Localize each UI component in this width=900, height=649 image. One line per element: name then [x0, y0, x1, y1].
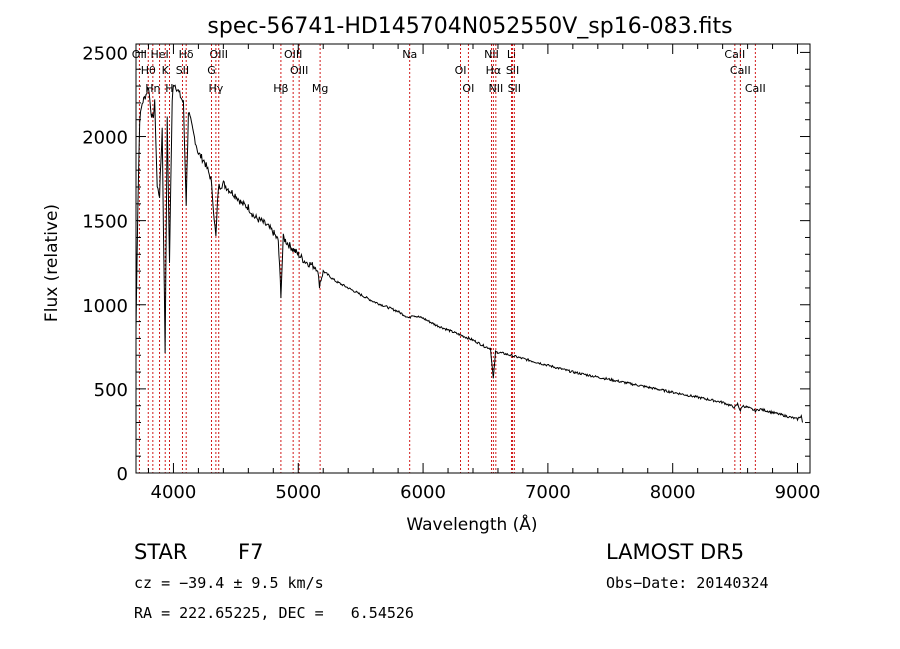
x-tick-label: 7000 [525, 482, 571, 503]
line-marker-label: OI [462, 82, 474, 95]
emission-line-markers: OIIHθHηHeIKHHδSIIHγOIIIGHβOIIIOIIIMgNaOI… [132, 44, 766, 473]
line-marker-label: CaII [730, 64, 751, 77]
line-marker-label: Hθ [141, 64, 156, 77]
x-axis-label: Wavelength (Å) [406, 513, 537, 535]
chart-title: spec-56741-HD145704N052550V_sp16-083.fit… [207, 14, 732, 39]
spectrum-line [135, 84, 803, 423]
line-marker-label: Hγ [208, 82, 223, 95]
line-marker-label: OII [132, 48, 147, 61]
line-marker-label: SII [176, 64, 189, 77]
y-tick-label: 0 [117, 464, 128, 485]
line-marker-label: OIII [284, 48, 302, 61]
x-tick-label: 6000 [400, 482, 446, 503]
object-class: STAR [134, 540, 188, 564]
y-axis-label: Flux (relative) [42, 204, 62, 322]
plot-axes: 4000 5000 6000 7000 8000 9000 0 500 1000 1500 2000… [82, 43, 820, 503]
y-tick-label: 1000 [82, 296, 128, 317]
y-tick-label: 2000 [82, 128, 128, 149]
line-marker-label: Li [507, 48, 516, 61]
line-marker-label: SII [506, 64, 519, 77]
line-marker-label: OIII [290, 64, 308, 77]
x-tick-label: 9000 [775, 482, 821, 503]
survey-name: LAMOST DR5 [606, 540, 745, 564]
line-marker-label: G [207, 64, 216, 77]
line-marker-label: OIII [210, 48, 228, 61]
line-marker-label: Hα [486, 64, 502, 77]
line-marker-label: NII [484, 48, 499, 61]
spectrum-series [135, 84, 803, 423]
x-tick-label: 4000 [151, 482, 197, 503]
line-marker-label: Mg [312, 82, 328, 95]
x-tick-label: 5000 [275, 482, 321, 503]
line-marker-label: HeI [150, 48, 168, 61]
plot-frame [135, 43, 811, 474]
obs-date: Obs−Date: 20140324 [606, 574, 769, 592]
velocity-readout: cz = −39.4 ± 9.5 km/s [134, 574, 324, 592]
y-tick-label: 2500 [82, 43, 128, 64]
y-tick-label: 500 [94, 380, 128, 401]
object-subclass: F7 [238, 540, 264, 564]
line-marker-label: Hδ [179, 48, 194, 61]
y-tick-label: 1500 [82, 212, 128, 233]
line-marker-label: NII [488, 82, 503, 95]
line-marker-label: CaII [745, 82, 766, 95]
coordinates: RA = 222.65225, DEC = 6.54526 [134, 604, 414, 622]
x-tick-label: 8000 [650, 482, 696, 503]
line-marker-label: Na [402, 48, 417, 61]
line-marker-label: OI [455, 64, 467, 77]
line-marker-label: CaII [724, 48, 745, 61]
line-marker-label: Hβ [273, 82, 288, 95]
line-marker-label: SII [508, 82, 521, 95]
line-marker-label: H [165, 82, 173, 95]
line-marker-label: K [162, 64, 170, 77]
